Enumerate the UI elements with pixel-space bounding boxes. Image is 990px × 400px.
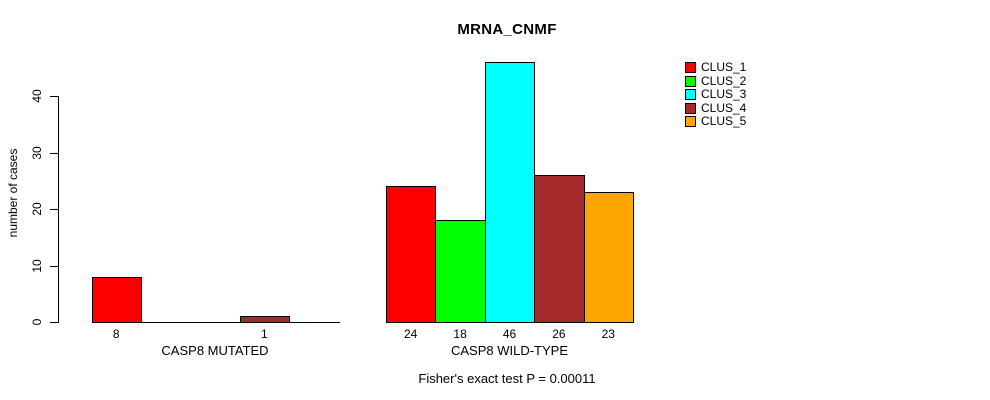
y-tick (50, 265, 58, 267)
bar-value-label: 26 (552, 327, 566, 341)
fisher-test-annotation: Fisher's exact test P = 0.00011 (418, 371, 596, 386)
bar-clus_3-group2 (484, 62, 536, 323)
bar-clus_2-group2 (435, 220, 486, 323)
group-label-1: CASP8 MUTATED (161, 343, 269, 358)
bar-value-label: 46 (502, 327, 517, 341)
y-tick-label: 0 (30, 318, 44, 326)
bar-value-label: 18 (453, 327, 467, 341)
bar-clus_5-group2 (583, 192, 634, 323)
y-axis-line (58, 96, 59, 323)
chart-title: MRNA_CNMF (457, 21, 557, 38)
y-tick (50, 152, 58, 154)
bar-clus_1-group2 (386, 186, 437, 323)
bar-clus_1-group1 (91, 276, 142, 323)
y-tick-label: 40 (30, 89, 44, 103)
bar-value-label: 8 (112, 327, 120, 341)
bar-value-label: 23 (601, 327, 615, 341)
bar-value-label: 1 (261, 327, 268, 341)
y-tick-label: 20 (30, 202, 44, 216)
y-tick (50, 322, 58, 323)
bar-value-label: 24 (404, 327, 418, 341)
bar-clus_4-group1 (239, 316, 291, 323)
group-label-2: CASP8 WILD-TYPE (450, 343, 569, 358)
y-tick-label: 10 (30, 258, 44, 273)
y-tick-label: 30 (30, 145, 44, 160)
y-tick (50, 209, 58, 210)
bar-clus_4-group2 (534, 175, 585, 323)
x-baseline (91, 322, 340, 323)
y-tick (50, 96, 58, 97)
